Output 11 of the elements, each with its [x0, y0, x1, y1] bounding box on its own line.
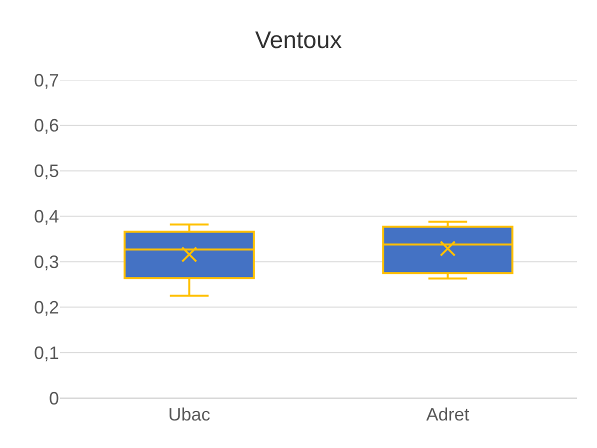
y-tick-label: 0,3: [34, 252, 59, 272]
y-tick-label: 0: [48, 388, 59, 408]
y-tick-label: 0,1: [34, 342, 59, 363]
y-tick-label: 0,7: [34, 70, 59, 90]
y-tick-label: 0,5: [34, 161, 59, 182]
x-tick-label: Adret: [426, 404, 470, 425]
y-tick-label: 0,6: [34, 116, 59, 136]
y-tick-label: 0,4: [34, 206, 59, 227]
y-tick-label: 0,2: [34, 297, 59, 318]
chart-title: Ventoux: [255, 27, 342, 54]
x-tick-label: Ubac: [168, 404, 210, 425]
